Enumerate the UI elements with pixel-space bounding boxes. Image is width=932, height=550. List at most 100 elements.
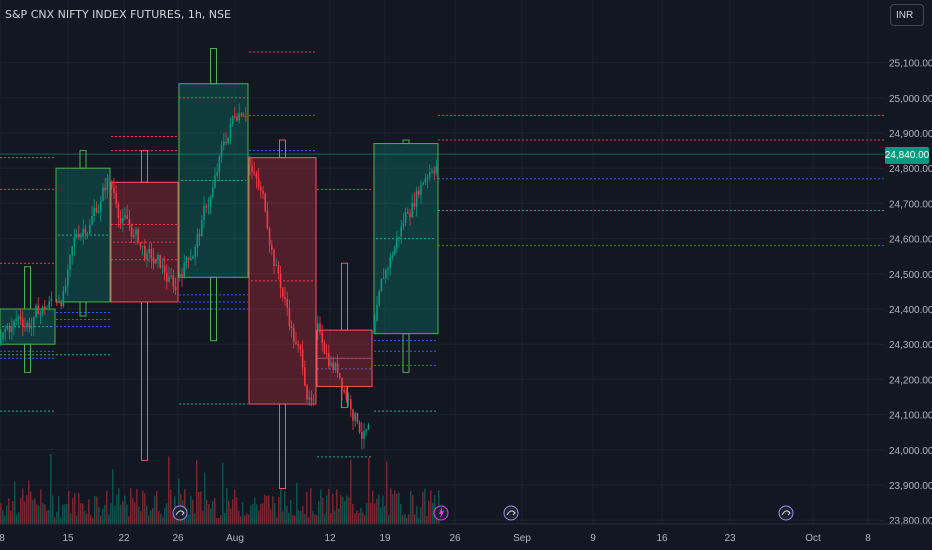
volume-bar [16, 514, 18, 524]
volume-bar [128, 516, 130, 524]
candle-body [223, 141, 225, 146]
volume-bar [350, 459, 352, 524]
volume-bar [172, 515, 174, 524]
candle-body [341, 377, 343, 390]
candle-body [161, 265, 164, 268]
volume-bar [84, 511, 86, 524]
volume-bar [400, 503, 402, 524]
volume-bar [42, 503, 44, 524]
candle-body [183, 263, 185, 279]
candle-body [179, 273, 181, 278]
candle-body [271, 244, 273, 250]
volume-bar [342, 496, 344, 524]
candle-body [82, 228, 84, 235]
candle-body [260, 187, 262, 192]
volume-bar [264, 494, 266, 524]
volume-bar [426, 515, 428, 524]
candle-body [93, 207, 95, 217]
candle-body [190, 258, 192, 260]
period-box-lower-wick [210, 276, 217, 342]
volume-bar [138, 506, 140, 524]
volume-bar [404, 513, 406, 524]
volume-bar [100, 515, 102, 524]
period-box-upper-wick [24, 266, 31, 310]
candle-body [361, 431, 363, 440]
candle-body [409, 213, 411, 218]
candle-body [400, 226, 402, 237]
volume-bar [422, 491, 424, 524]
volume-bar [60, 517, 62, 524]
volume-bar [216, 517, 218, 524]
candle-body [420, 184, 422, 195]
volume-bar [194, 513, 196, 524]
volume-bar [188, 514, 190, 524]
volume-bar [312, 511, 314, 524]
volume-bar [260, 504, 262, 524]
volume-bar [74, 493, 76, 524]
arrow-head [181, 510, 185, 516]
candle-body [404, 212, 407, 223]
candle-body [166, 272, 168, 282]
candle-body [301, 348, 304, 368]
candle-body [290, 326, 293, 329]
volume-bar [370, 502, 372, 524]
candle-body [157, 254, 159, 261]
volume-bar [158, 511, 160, 524]
price-tick-label: 24,900.00 [889, 129, 932, 140]
currency-button[interactable]: INR [890, 4, 924, 26]
period-box-lower-wick [79, 301, 87, 317]
candle-body [231, 116, 234, 125]
volume-bar [12, 501, 14, 524]
volume-bar [200, 491, 202, 524]
volume-bar [206, 499, 208, 524]
volume-bar [46, 510, 48, 524]
candle-body [350, 399, 352, 410]
price-tick-label: 24,200.00 [889, 375, 932, 386]
candle-body [277, 264, 280, 274]
volume-bar [118, 488, 120, 524]
volume-bar [276, 517, 278, 524]
candle-body [398, 236, 400, 239]
marker-ring [503, 505, 519, 521]
candle-body [44, 306, 46, 310]
volume-bar [302, 506, 304, 524]
candle-body [393, 248, 396, 255]
candle-body [426, 176, 429, 179]
split-arrow-icon [778, 505, 794, 521]
candle-body [262, 191, 264, 194]
candle-body [257, 178, 260, 188]
candle-body [185, 257, 188, 264]
candle-body [13, 320, 15, 327]
volume-bar [208, 504, 210, 524]
volume-bar [308, 517, 310, 524]
candle-body [198, 234, 201, 237]
volume-bar [362, 512, 364, 524]
volume-bar [430, 490, 432, 524]
candle-body [39, 313, 42, 315]
volume-bar [270, 509, 272, 524]
candle-body [209, 197, 212, 207]
candle-body [402, 222, 405, 227]
volume-bar [296, 482, 298, 524]
volume-bar [62, 504, 64, 524]
candle-body [91, 216, 93, 225]
period-box-upper-wick [341, 262, 348, 331]
volume-bar [436, 515, 438, 524]
candle-body [124, 215, 126, 218]
volume-bar [382, 495, 384, 524]
period-box-lower-wick [141, 301, 148, 461]
volume-bar [126, 504, 128, 524]
candle-body [80, 234, 82, 238]
volume-bar [304, 513, 306, 524]
candle-body [435, 166, 438, 173]
candle-body [22, 319, 24, 327]
time-tick-label: 26 [172, 533, 184, 544]
volume-bar [164, 507, 166, 524]
volume-bar [44, 504, 46, 524]
volume-bar [98, 507, 100, 524]
volume-bar [56, 511, 58, 524]
volume-bar [286, 505, 288, 524]
candle-body [378, 291, 380, 305]
